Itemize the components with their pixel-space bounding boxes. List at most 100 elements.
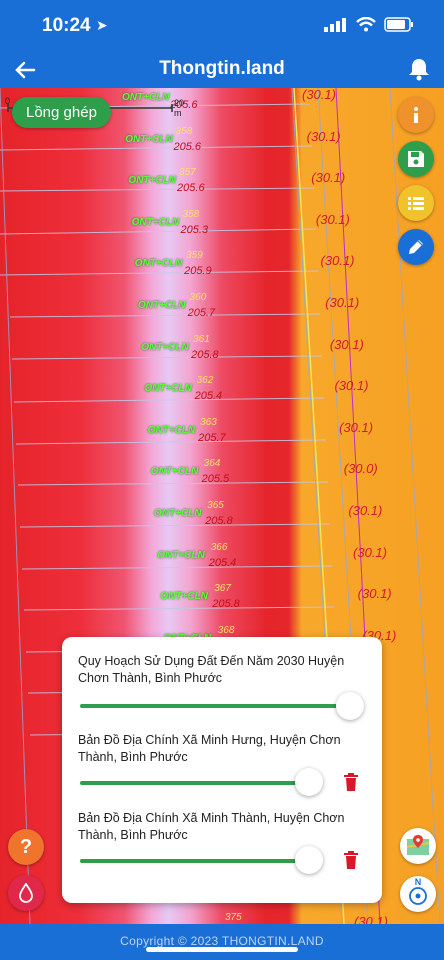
- layer-title: Bản Đồ Địa Chính Xã Minh Thành, Huyện Ch…: [78, 811, 345, 842]
- parcel-number: 364: [203, 458, 221, 470]
- layer-item-planning: Quy Hoạch Sử Dụng Đất Đến Năm 2030 Huyện…: [78, 653, 368, 687]
- save-icon: [408, 151, 424, 167]
- status-bar: 10:24 ➤: [0, 0, 444, 52]
- wifi-icon: [356, 17, 376, 32]
- map-location-button[interactable]: [400, 828, 436, 864]
- opacity-slider-thumb[interactable]: [295, 768, 323, 796]
- delete-layer-icon[interactable]: [342, 850, 360, 870]
- home-indicator[interactable]: [146, 947, 298, 952]
- parcel-number: 358: [182, 208, 200, 220]
- zone-code: (30.1): [325, 295, 360, 310]
- zone-code: (30.1): [329, 336, 364, 352]
- parcel-code: ONT+CLN: [134, 258, 183, 270]
- zone-code: (30.1): [302, 88, 336, 102]
- parcel-code: ONT+CLN: [160, 591, 208, 603]
- info-icon: [414, 107, 418, 123]
- save-button[interactable]: [398, 141, 434, 177]
- parcel-code: ONT+CLN: [141, 341, 189, 353]
- parcel-number: 365: [207, 500, 224, 511]
- status-time: 10:24: [42, 15, 91, 36]
- zone-code: (30.1): [353, 544, 387, 560]
- parcel-code: ONT+CLN: [131, 216, 180, 228]
- map-pin-icon: [406, 835, 430, 855]
- layer-item-minh-thanh: Bản Đồ Địa Chính Xã Minh Thành, Huyện Ch…: [78, 810, 368, 844]
- parcel-area: 205.3: [180, 223, 209, 236]
- parcel-area: 205.8: [212, 598, 240, 611]
- parcel-area: 205.4: [208, 556, 237, 569]
- scale-mid-label: 20 m: [174, 98, 185, 118]
- parcel-code: ONT+CLN: [138, 300, 186, 311]
- parcel-number: 360: [189, 292, 207, 303]
- parcel-area: 205.9: [184, 265, 212, 278]
- compass-north-label: N: [414, 877, 422, 887]
- opacity-slider-thumb[interactable]: [336, 692, 364, 720]
- location-arrow-icon: ➤: [96, 17, 108, 33]
- parcel-number: 362: [196, 375, 214, 387]
- parcel-number: 357: [179, 167, 196, 179]
- parcel-number: 368: [217, 624, 235, 636]
- page-title: Thongtin.land: [159, 58, 285, 79]
- zone-code: (30.1): [334, 378, 369, 394]
- parcel-code: ONT+CLN: [147, 424, 196, 436]
- parcel-area: 205.6: [177, 182, 205, 195]
- layers-panel: Quy Hoạch Sử Dụng Đất Đến Năm 2030 Huyện…: [62, 637, 382, 903]
- parcel-area: 205.6: [170, 99, 198, 111]
- zone-code: (30.0): [343, 461, 378, 477]
- parcel-area: 205.7: [187, 307, 216, 319]
- overlay-mode-chip[interactable]: Lồng ghép: [12, 97, 111, 128]
- parcel-area: 205.8: [191, 348, 219, 361]
- notification-bell-icon[interactable]: [406, 56, 432, 82]
- info-button[interactable]: [398, 97, 434, 133]
- opacity-slider-track[interactable]: [80, 704, 356, 708]
- parcel-area: 205.4: [194, 390, 223, 403]
- compass-button[interactable]: N: [400, 876, 436, 912]
- parcel-code: ONT+CLN: [125, 133, 173, 145]
- parcel-area: 205.7: [198, 431, 226, 444]
- parcel-code: ONT+CLN: [128, 175, 176, 187]
- status-icons: [324, 17, 414, 32]
- zone-code: (30.1): [348, 503, 383, 518]
- parcel-number: 363: [200, 416, 217, 428]
- scale-zero-label: 0: [5, 96, 11, 106]
- zone-code: (30.1): [315, 211, 350, 227]
- compass-icon: [409, 887, 427, 905]
- parcel-code: ONT+CLN: [144, 383, 192, 395]
- parcel-number-bottom: 375: [225, 912, 242, 923]
- layer-title: Bản Đồ Địa Chính Xã Minh Hưng, Huyện Chơ…: [78, 733, 341, 764]
- help-icon: ?: [19, 835, 33, 858]
- parcel-code: ONT+CLN: [157, 549, 205, 561]
- app-header: Thongtin.land: [0, 52, 444, 88]
- help-button[interactable]: ?: [8, 829, 44, 865]
- parcel-code: ONT+CLN: [150, 466, 199, 478]
- opacity-slider-thumb[interactable]: [295, 846, 323, 874]
- parcel-area: 205.6: [173, 140, 202, 153]
- edit-button[interactable]: [398, 229, 434, 265]
- zone-code: (30.1): [311, 170, 346, 186]
- zone-code: (30.1): [306, 128, 341, 144]
- zone-code: (30.1): [339, 419, 374, 435]
- delete-layer-icon[interactable]: [342, 772, 360, 792]
- opacity-slider-track[interactable]: [80, 781, 308, 785]
- parcel-number: 358: [175, 125, 193, 137]
- parcel-area: 205.5: [201, 473, 230, 486]
- parcel-number: 367: [214, 583, 231, 595]
- back-arrow-icon[interactable]: [12, 56, 40, 84]
- parcel-code: ONT+CLN: [154, 508, 202, 519]
- water-drop-icon: [19, 883, 33, 903]
- edit-pencil-icon: [409, 240, 423, 254]
- zone-code: (30.1): [320, 253, 355, 269]
- battery-icon: [384, 17, 413, 32]
- zone-code-bottom: (30.1): [354, 914, 388, 924]
- layer-list-button[interactable]: [398, 185, 434, 221]
- parcel-area: 205.8: [205, 515, 233, 527]
- water-drop-button[interactable]: [8, 875, 44, 911]
- cellular-signal-icon: [324, 17, 346, 32]
- copyright-text: Copyright © 2023 THONGTIN.LAND: [120, 934, 324, 948]
- list-icon: [408, 197, 424, 210]
- parcel-number: 361: [193, 333, 210, 345]
- parcel-number: 359: [186, 250, 203, 262]
- layer-item-minh-hung: Bản Đồ Địa Chính Xã Minh Hưng, Huyện Chơ…: [78, 732, 368, 766]
- opacity-slider-track[interactable]: [80, 859, 308, 863]
- footer: Copyright © 2023 THONGTIN.LAND: [0, 924, 444, 960]
- zone-code: (30.1): [357, 586, 392, 602]
